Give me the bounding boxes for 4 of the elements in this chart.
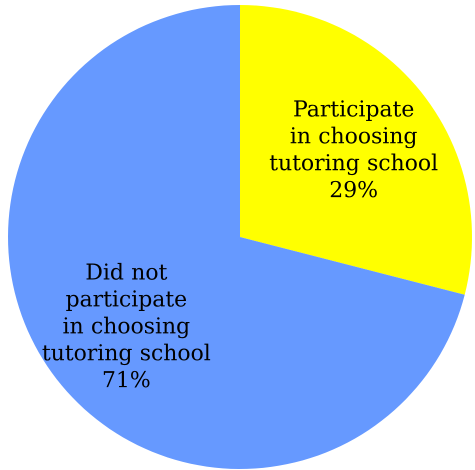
slice-label: Participate in choosing tutoring school	[270, 100, 438, 176]
data-label: 29%	[330, 180, 377, 198]
slice-label: Did not participate in choosing tutoring school	[42, 262, 210, 366]
data-label: 71%	[104, 370, 150, 388]
